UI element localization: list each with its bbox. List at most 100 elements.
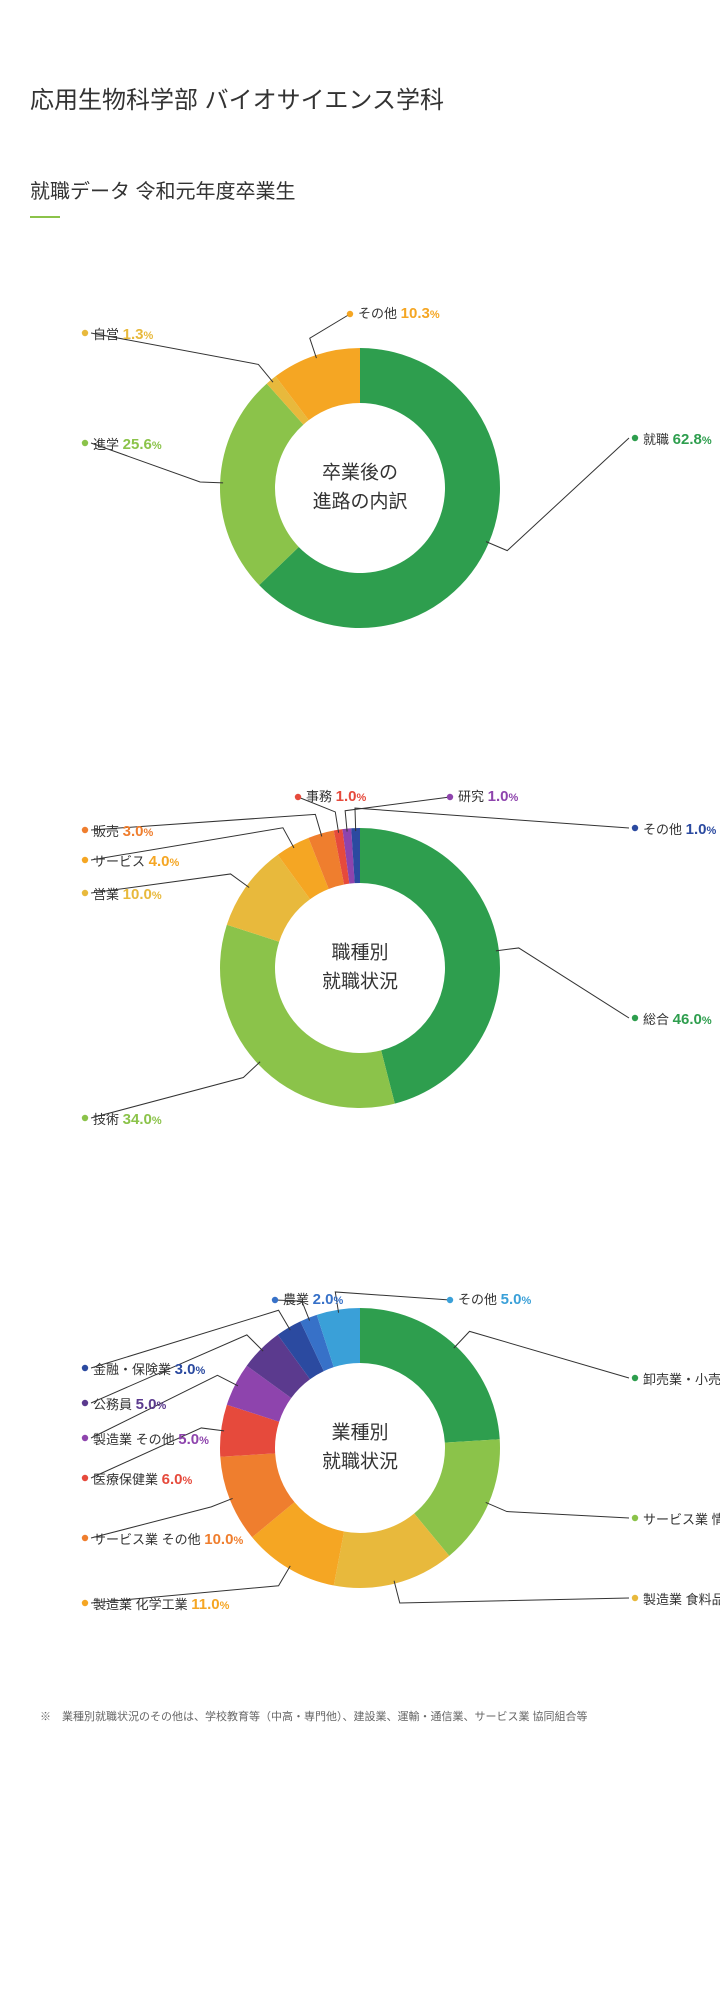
- section-title: 就職データ 令和元年度卒業生: [30, 175, 690, 204]
- leader-dot: [82, 1400, 88, 1406]
- slice-pct: 46.0: [673, 1011, 702, 1028]
- pct-symbol: %: [157, 1400, 167, 1412]
- title-underline: [30, 216, 60, 218]
- slice-name: 販売: [93, 824, 119, 839]
- slice-pct: 1.0: [488, 788, 509, 805]
- slice-label: 研究 1.0%: [458, 789, 518, 804]
- leader-dot: [82, 890, 88, 896]
- leader-dot: [82, 857, 88, 863]
- slice-pct: 3.0: [123, 823, 144, 840]
- pct-symbol: %: [152, 1115, 162, 1127]
- leader-dot: [632, 1015, 638, 1021]
- slice-pct: 34.0: [123, 1111, 152, 1128]
- leader-dot: [82, 1475, 88, 1481]
- slice-pct: 5.0: [501, 1291, 522, 1308]
- pct-symbol: %: [144, 827, 154, 839]
- slice-label: その他 5.0%: [458, 1292, 531, 1307]
- pct-symbol: %: [170, 857, 180, 869]
- leader-dot: [632, 1515, 638, 1521]
- slice-pct: 2.0: [313, 1291, 334, 1308]
- leader-dot: [447, 1297, 453, 1303]
- slice-label: 総合 46.0%: [643, 1012, 712, 1027]
- slice-label: その他 10.3%: [358, 306, 440, 321]
- pct-symbol: %: [196, 1365, 206, 1377]
- slice-pct: 3.0: [175, 1361, 196, 1378]
- slice-name: 金融・保険業: [93, 1362, 171, 1377]
- slice-pct: 10.0: [204, 1531, 233, 1548]
- slice-name: 研究: [458, 789, 484, 804]
- slice-label: 公務員 5.0%: [93, 1397, 166, 1412]
- slice-name: サービス業 その他: [93, 1532, 201, 1547]
- pct-symbol: %: [357, 792, 367, 804]
- slice-pct: 1.0: [336, 788, 357, 805]
- leader-dot: [272, 1297, 278, 1303]
- donut-slice: [360, 1308, 500, 1443]
- slice-name: その他: [358, 306, 397, 321]
- leader-dot: [632, 825, 638, 831]
- slice-label: その他 1.0%: [643, 822, 716, 837]
- slice-name: 自営: [93, 327, 119, 342]
- slice-pct: 4.0: [149, 853, 170, 870]
- slice-name: 製造業 化学工業: [93, 1597, 188, 1612]
- leader-line: [355, 808, 629, 831]
- pct-symbol: %: [199, 1435, 209, 1447]
- pct-symbol: %: [220, 1600, 230, 1612]
- slice-pct: 5.0: [178, 1431, 199, 1448]
- leader-dot: [82, 1115, 88, 1121]
- slice-name: 進学: [93, 437, 119, 452]
- leader-dot: [632, 435, 638, 441]
- slice-name: 公務員: [93, 1397, 132, 1412]
- donut-slice: [220, 925, 395, 1108]
- pct-symbol: %: [509, 792, 519, 804]
- slice-pct: 25.6: [123, 436, 152, 453]
- slice-label: サービス業 その他 10.0%: [93, 1532, 243, 1547]
- leader-dot: [82, 440, 88, 446]
- slice-label: サービス 4.0%: [93, 854, 179, 869]
- slice-pct: 6.0: [162, 1471, 183, 1488]
- leader-dot: [82, 1435, 88, 1441]
- slice-label: 農業 2.0%: [283, 1292, 343, 1307]
- slice-pct: 10.0: [123, 886, 152, 903]
- leader-dot: [447, 794, 453, 800]
- slice-pct: 1.3: [123, 326, 144, 343]
- slice-label: 製造業 化学工業 11.0%: [93, 1597, 229, 1612]
- leader-line: [454, 1331, 629, 1378]
- slice-name: 総合: [643, 1012, 669, 1027]
- slice-label: 卸売業・小売業 24.0%: [643, 1372, 720, 1387]
- leader-line: [91, 1062, 260, 1118]
- slice-name: 医療保健業: [93, 1472, 158, 1487]
- slice-name: 卸売業・小売業: [643, 1372, 720, 1387]
- leader-dot: [82, 827, 88, 833]
- leader-line: [496, 948, 629, 1018]
- slice-label: 販売 3.0%: [93, 824, 153, 839]
- donut-chart: 職種別就職状況総合 46.0%技術 34.0%営業 10.0%サービス 4.0%…: [30, 748, 690, 1188]
- slice-label: 事務 1.0%: [306, 789, 366, 804]
- slice-label: 営業 10.0%: [93, 887, 162, 902]
- slice-label: 技術 34.0%: [93, 1112, 162, 1127]
- slice-label: 医療保健業 6.0%: [93, 1472, 192, 1487]
- pct-symbol: %: [183, 1475, 193, 1487]
- leader-line: [394, 1581, 629, 1603]
- leader-dot: [82, 330, 88, 336]
- pct-symbol: %: [430, 309, 440, 321]
- slice-pct: 5.0: [136, 1396, 157, 1413]
- slice-name: サービス業 情報: [643, 1512, 720, 1527]
- footnote: ※ 業種別就職状況のその他は、学校教育等（中高・専門他）、建設業、運輸・通信業、…: [30, 1708, 690, 1728]
- pct-symbol: %: [707, 825, 717, 837]
- pct-symbol: %: [522, 1295, 532, 1307]
- pct-symbol: %: [702, 1015, 712, 1027]
- pct-symbol: %: [152, 440, 162, 452]
- slice-label: 就職 62.8%: [643, 432, 712, 447]
- slice-name: 製造業 その他: [93, 1432, 175, 1447]
- pct-symbol: %: [144, 330, 154, 342]
- slice-label: 製造業 その他 5.0%: [93, 1432, 209, 1447]
- slice-name: サービス: [93, 854, 145, 869]
- slice-label: サービス業 情報 15.0%: [643, 1512, 720, 1527]
- leader-dot: [295, 794, 301, 800]
- slice-label: 製造業 食料品 14.0%: [643, 1592, 720, 1607]
- leader-dot: [632, 1375, 638, 1381]
- slice-name: その他: [643, 822, 682, 837]
- pct-symbol: %: [233, 1535, 243, 1547]
- slice-name: その他: [458, 1292, 497, 1307]
- leader-dot: [82, 1365, 88, 1371]
